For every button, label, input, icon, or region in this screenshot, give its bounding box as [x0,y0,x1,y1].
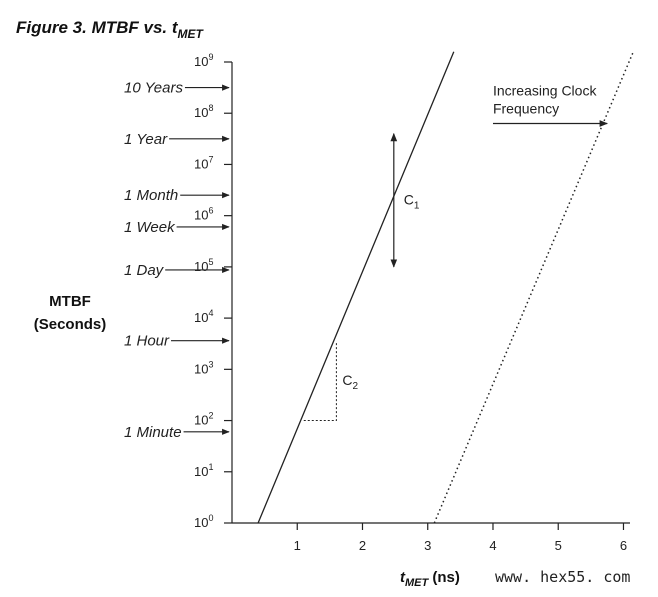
y-tick-label-5: 105 [194,257,213,274]
time-marker-label-1: 1 Year [124,131,168,148]
y-ticks: 100 101 102 103 104 105 106 107 108 109 [194,52,232,530]
c2-slope-triangle [303,341,337,422]
y-tick-label-4: 104 [194,308,213,325]
x-tick-label-6: 6 [620,538,627,553]
time-marker-label-6: 1 Minute [124,424,182,441]
c1-label: C1 [404,191,420,211]
y-tick-label-6: 106 [194,206,213,223]
x-tick-label-5: 5 [555,538,562,553]
series-lines [257,51,634,524]
y-tick-label-9: 109 [194,52,213,69]
series-line-0 [257,51,455,524]
y-tick-label-8: 108 [194,103,213,120]
c2-label: C2 [342,372,358,392]
time-marker-label-4: 1 Day [124,262,165,279]
x-ticks: 1 2 3 4 5 6 [294,523,627,553]
y-axis-label-line2: (Seconds) [34,316,107,333]
y-tick-label-0: 100 [194,513,213,530]
y-tick-label-2: 102 [194,411,213,428]
y-tick-label-1: 101 [194,462,213,479]
shift-text-line2: Frequency [493,100,559,116]
time-marker-label-2: 1 Month [124,187,178,204]
x-tick-label-1: 1 [294,538,301,553]
x-tick-label-2: 2 [359,538,366,553]
y-tick-label-3: 103 [194,359,213,376]
series-line-1 [433,51,634,524]
figure-title: Figure 3. MTBF vs. tMET [16,18,205,41]
time-marker-label-5: 1 Hour [124,333,170,350]
y-tick-label-7: 107 [194,154,213,171]
x-tick-label-3: 3 [424,538,431,553]
time-markers: 10 Years 1 Year 1 Month 1 Week 1 Day 1 Hour 1 … [124,80,230,441]
x-tick-label-4: 4 [489,538,496,553]
time-marker-label-3: 1 Week [124,219,176,236]
x-axis-label: tMET (ns) [400,569,460,589]
time-marker-label-0: 10 Years [124,80,183,97]
watermark-text: www. hex55. com [495,568,630,586]
shift-text-line1: Increasing Clock [493,82,597,98]
y-axis-label-line1: MTBF [49,293,91,310]
